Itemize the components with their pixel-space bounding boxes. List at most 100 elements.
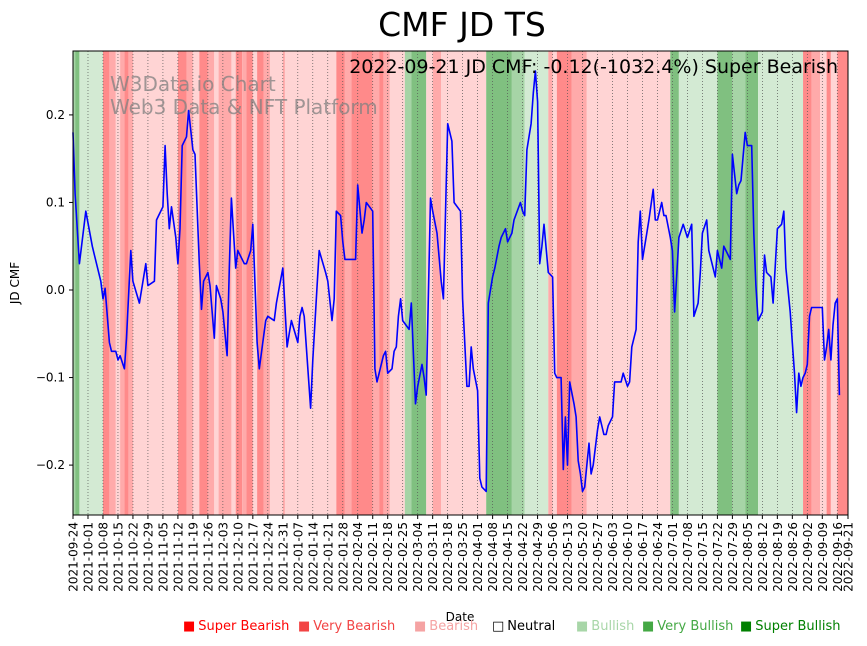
band-very-bearish-11 xyxy=(186,51,193,515)
band-super-bearish-56 xyxy=(826,51,831,515)
cmf-series-line xyxy=(72,70,841,493)
band-bearish-15 xyxy=(214,51,219,515)
x-tick-label: 2022-04-08 xyxy=(486,522,500,592)
x-tick-label: 2022-03-11 xyxy=(426,522,440,592)
band-bearish-33 xyxy=(389,51,405,515)
legend-item-very-bearish: ■ Very Bearish xyxy=(298,619,395,634)
x-tick-label: 2022-03-18 xyxy=(441,522,455,592)
x-tick-label: 2022-07-15 xyxy=(696,522,710,592)
band-very-bearish-8 xyxy=(128,51,133,515)
legend-item-very-bullish: ■ Very Bullish xyxy=(642,619,733,634)
latest-value-annotation: 2022-09-21 JD CMF: -0.12(-1032.4%) Super… xyxy=(349,56,838,78)
x-tick-label: 2022-09-16 xyxy=(831,522,845,592)
legend-swatch: ■ xyxy=(414,619,427,634)
band-super-bullish-35 xyxy=(411,51,427,515)
band-very-bearish-19 xyxy=(242,51,247,515)
x-tick-label: 2022-03-04 xyxy=(411,522,425,592)
date-gridlines xyxy=(72,51,849,515)
chart-title: CMF JD TS xyxy=(378,5,546,44)
x-tick-label: 2022-08-05 xyxy=(741,522,755,592)
legend-label: Super Bearish xyxy=(198,619,290,634)
legend-label: Neutral xyxy=(507,619,556,634)
x-tick-label: 2021-12-24 xyxy=(261,522,275,592)
legend-label: Very Bullish xyxy=(657,619,734,634)
x-tick-label: 2022-08-12 xyxy=(756,522,770,592)
legend-swatch: ■ xyxy=(642,619,655,634)
y-axis-label: JD CMF xyxy=(8,262,22,305)
y-tick-label: 0.1 xyxy=(46,195,65,209)
plot-frame xyxy=(72,50,849,516)
band-super-bearish-22 xyxy=(257,51,264,515)
band-super-bearish-18 xyxy=(235,51,243,515)
x-tick-label: 2022-03-25 xyxy=(456,522,470,592)
legend-item-bullish: ■ Bullish xyxy=(576,619,634,634)
x-tick-label: 2022-02-25 xyxy=(396,522,410,592)
x-tick-label: 2022-06-24 xyxy=(651,522,665,592)
x-tick-label: 2022-09-09 xyxy=(816,522,830,592)
x-tick-label: 2022-02-04 xyxy=(351,522,365,592)
band-super-bearish-29 xyxy=(351,51,373,515)
band-very-bearish-14 xyxy=(207,51,215,515)
band-very-bearish-30 xyxy=(372,51,380,515)
legend-item-super-bullish: ■ Super Bullish xyxy=(740,619,841,634)
band-bearish-43 xyxy=(552,51,557,515)
band-bearish-36 xyxy=(426,51,433,515)
legend-label: Bearish xyxy=(429,619,479,634)
x-tick-label: 2021-11-19 xyxy=(186,522,200,592)
band-bearish-17 xyxy=(231,51,236,515)
x-tick-label: 2022-08-26 xyxy=(786,522,800,592)
x-tick-label: 2022-08-19 xyxy=(771,522,785,592)
x-tick-label: 2022-07-01 xyxy=(666,522,680,592)
band-very-bearish-42 xyxy=(548,51,553,515)
band-super-bullish-47 xyxy=(670,51,679,515)
x-tick-label: 2022-02-11 xyxy=(366,522,380,592)
watermark-line-2: Web3 Data & NFT Platform xyxy=(110,95,378,119)
x-tick-label: 2022-05-20 xyxy=(576,522,590,592)
x-axis: 2021-09-24 2021-10-01 2021-10-08 2021-10-15… xyxy=(67,515,856,592)
band-super-bullish-51 xyxy=(745,51,759,515)
x-tick-label: 2021-11-05 xyxy=(156,522,170,592)
x-axis-label: Date xyxy=(446,610,475,624)
band-super-bullish-39 xyxy=(486,51,512,515)
band-very-bullish-50 xyxy=(732,51,746,515)
legend-swatch: ■ xyxy=(298,619,311,634)
x-tick-label: 2021-12-31 xyxy=(276,522,290,592)
legend-item-neutral: □ Neutral xyxy=(492,619,555,634)
band-very-bearish-45 xyxy=(571,51,587,515)
legend-item-super-bearish: ■ Super Bearish xyxy=(183,619,289,634)
legend-label: Bullish xyxy=(591,619,635,634)
x-tick-label: 2021-12-03 xyxy=(216,522,230,592)
band-very-bearish-6 xyxy=(120,51,125,515)
band-super-bearish-10 xyxy=(177,51,187,515)
band-super-bearish-31 xyxy=(379,51,384,515)
x-tick-label: 2021-09-24 xyxy=(67,522,81,592)
legend-swatch: □ xyxy=(492,619,505,634)
band-bearish-57 xyxy=(830,51,838,515)
x-tick-label: 2022-09-02 xyxy=(801,522,815,592)
band-bearish-9 xyxy=(132,51,178,515)
x-tick-label: 2021-10-22 xyxy=(126,522,140,592)
legend-label: Super Bullish xyxy=(755,619,841,634)
x-tick-label: 2021-11-12 xyxy=(171,522,185,592)
watermark-line-1: W3Data.io Chart xyxy=(110,72,276,96)
band-bearish-12 xyxy=(192,51,200,515)
y-tick-label: 0.0 xyxy=(46,283,65,297)
band-very-bearish-23 xyxy=(263,51,270,515)
x-tick-label: 2021-10-08 xyxy=(96,522,110,592)
y-tick-label: 0.2 xyxy=(46,108,65,122)
legend-swatch: ■ xyxy=(183,619,196,634)
legend-swatch: ■ xyxy=(740,619,753,634)
band-very-bearish-16 xyxy=(218,51,232,515)
watermark: W3Data.io Chart Web3 Data & NFT Platform xyxy=(110,72,378,119)
band-bearish-55 xyxy=(820,51,827,515)
x-tick-label: 2022-04-01 xyxy=(471,522,485,592)
band-super-bearish-58 xyxy=(837,51,848,515)
band-super-bearish-3 xyxy=(102,51,110,515)
x-tick-label: 2022-07-22 xyxy=(711,522,725,592)
x-tick-label: 2022-06-10 xyxy=(621,522,635,592)
x-tick-label: 2021-10-15 xyxy=(111,522,125,592)
band-very-bullish-34 xyxy=(404,51,412,515)
x-tick-label: 2022-05-06 xyxy=(546,522,560,592)
band-bearish-24 xyxy=(269,51,283,515)
band-bearish-46 xyxy=(586,51,671,515)
